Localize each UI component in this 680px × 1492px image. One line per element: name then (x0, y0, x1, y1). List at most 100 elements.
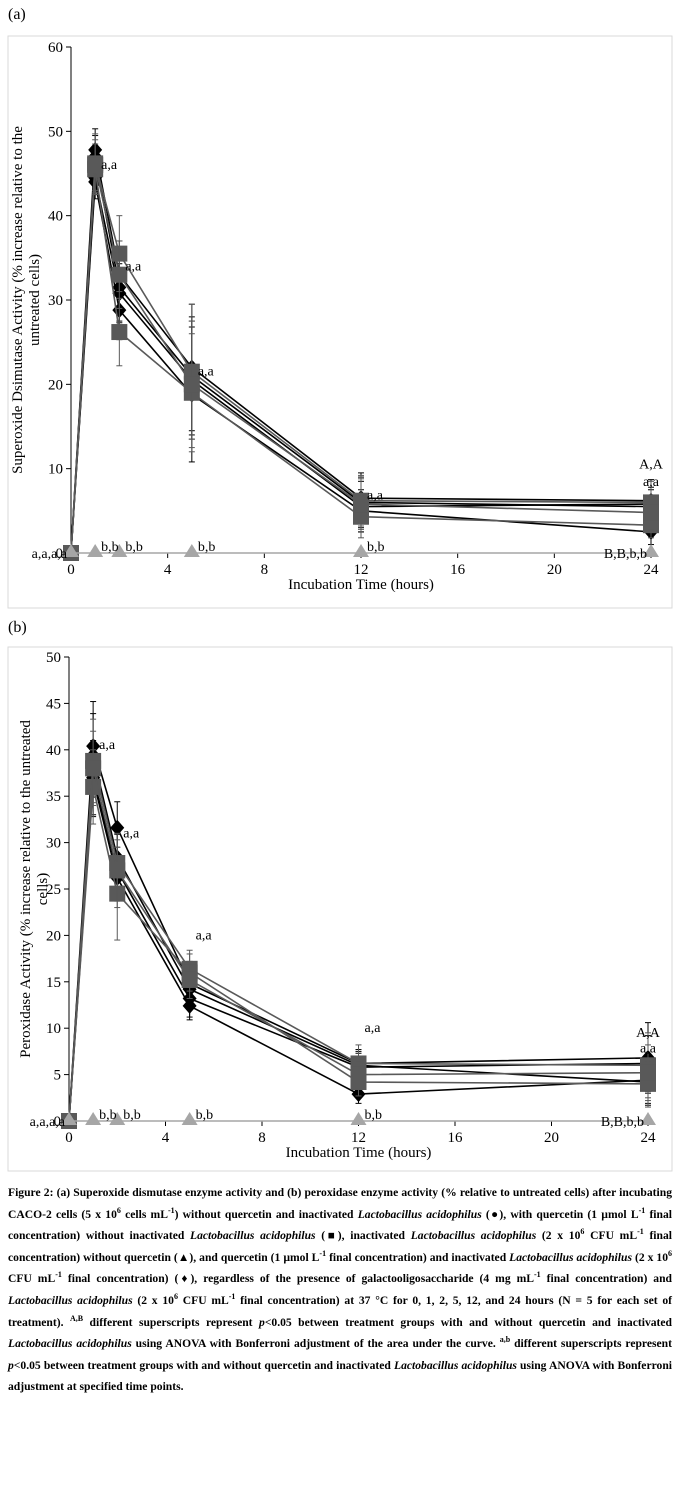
peroxidase-chart: 0 5 10 15 20 25 30 35 40 45 50 0 4 8 12 16 20 24 Incubatio… (7, 646, 673, 1172)
caption-text: cells mL (120, 1207, 168, 1221)
significance-label: b,b (123, 1108, 141, 1123)
triangle-marker (353, 544, 369, 557)
square-marker (640, 1064, 656, 1081)
square-marker (87, 157, 104, 174)
x-axis-label: Incubation Time (hours) (286, 1145, 432, 1161)
triangle-marker (183, 544, 200, 557)
caption-text: final concentration) (♦), regardless of … (61, 1272, 534, 1286)
significance-label: a,a (196, 928, 213, 943)
panel-label-a: (a) (8, 6, 26, 23)
significance-label: b,b (101, 540, 119, 555)
caption-text: final concentration) at 37 °C for 0, 1, … (8, 1293, 673, 1329)
significance-label: a,a (125, 259, 142, 274)
significance-label: A,A (639, 457, 664, 472)
y-tick-label: 35 (46, 789, 61, 805)
y-tick-label: 40 (46, 743, 61, 759)
y-tick-label: 60 (48, 40, 63, 56)
x-tick-label: 20 (544, 1130, 559, 1146)
significance-label: a,a (101, 158, 118, 173)
caption-italic: Lactobacillus acidophilus (393, 1358, 517, 1372)
y-axis-label: untreated cells) (27, 254, 43, 346)
square-marker (109, 862, 126, 879)
triangle-marker (61, 1112, 77, 1125)
square-marker (350, 1066, 367, 1083)
caption-italic: Lactobacillus acidophilus (410, 1229, 537, 1243)
caption-superscript: -1 (637, 1227, 644, 1237)
x-tick-label: 4 (164, 562, 172, 578)
caption-italic: Lactobacillus acidophilus (8, 1293, 133, 1307)
significance-label: b,b (196, 1108, 214, 1123)
y-tick-label: 0 (54, 1114, 62, 1130)
diamond-marker (110, 819, 125, 836)
x-tick-label: 16 (448, 1130, 464, 1146)
chart-panel-b: (b) 0 5 10 15 20 25 30 35 40 45 50 0 4 8 12 16 20 24 Incub… (0, 615, 680, 1175)
significance-label: a,a (365, 1021, 382, 1036)
triangle-marker (87, 544, 104, 557)
caption-text: CFU mL (8, 1272, 56, 1286)
series-triangle-7 (63, 544, 659, 557)
y-axis-label: Superoxide Dsimutase Activity (% increas… (10, 126, 26, 474)
x-tick-label: 20 (547, 562, 562, 578)
caption-superscript: 6 (116, 1205, 121, 1215)
chart-border (7, 35, 673, 609)
significance-label: a,a (198, 365, 215, 380)
diamond-marker (182, 997, 197, 1014)
caption-superscript: -1 (319, 1248, 327, 1258)
y-axis-label: cells) (35, 873, 51, 905)
y-axis-label: Peroxidase Activity (% increase relative… (18, 720, 34, 1058)
caption-superscript: a,b (499, 1335, 511, 1345)
caption-text: Figure 2: (a) Superoxide dismutase enzym… (8, 1186, 672, 1221)
x-tick-label: 24 (641, 1130, 657, 1146)
y-tick-label: 0 (56, 546, 64, 562)
y-tick-label: 40 (48, 209, 63, 225)
caption-superscript: 6 (580, 1227, 585, 1237)
caption-text: (●), with quercetin (1 µmol L (481, 1207, 639, 1221)
significance-label: a,a (643, 475, 660, 490)
series-line (68, 786, 649, 1122)
caption-text: <0.05 between treatment groups with and … (264, 1315, 672, 1329)
significance-label: B,B,b,b (601, 1115, 644, 1130)
square-marker (111, 266, 128, 283)
caption-text: (2 x 10 (631, 1250, 668, 1264)
significance-label: a,a (640, 1042, 657, 1057)
chart-panel-a: (a) 0 10 20 30 40 50 60 0 4 8 12 16 20 24 Incubation T… (0, 0, 680, 612)
caption-superscript: -1 (167, 1205, 175, 1215)
triangle-marker (109, 1112, 126, 1125)
caption-text: (2 x 10 (132, 1293, 174, 1307)
x-tick-label: 12 (351, 1130, 366, 1146)
y-tick-label: 45 (46, 696, 61, 712)
significance-label: b,b (198, 540, 216, 555)
caption-text: final concentration) without inactivated (8, 1207, 672, 1243)
caption-italic: Lactobacillus acidophilus (8, 1337, 132, 1351)
significance-label: b,b (125, 540, 143, 555)
caption-superscript: -1 (638, 1205, 646, 1215)
caption-text: <0.05 between treatment groups with and … (13, 1358, 394, 1372)
triangle-marker (643, 544, 659, 557)
x-tick-label: 12 (354, 562, 369, 578)
square-marker (85, 760, 102, 777)
caption-superscript: 6 (173, 1292, 178, 1302)
y-tick-label: 10 (48, 462, 63, 478)
caption-text: CFU mL (177, 1293, 229, 1307)
x-tick-label: 0 (67, 562, 75, 578)
y-tick-label: 20 (48, 377, 63, 393)
y-tick-label: 25 (46, 882, 61, 898)
significance-label: a,a (99, 738, 116, 753)
triangle-marker (63, 544, 79, 557)
caption-text: different superscripts represent (83, 1315, 260, 1329)
caption-superscript: -1 (55, 1270, 62, 1280)
significance-label: a,a (123, 826, 140, 841)
square-marker (643, 504, 659, 521)
significance-label: a,a,a,a (32, 547, 68, 562)
caption-text: final concentration) and inactivated (326, 1250, 510, 1264)
caption-text: CFU mL (584, 1229, 638, 1243)
square-marker (181, 971, 198, 988)
caption-italic: Lactobacillus acidophilus (509, 1250, 632, 1264)
y-tick-label: 30 (46, 836, 61, 852)
square-marker (183, 376, 200, 393)
caption-text: final concentration) and (540, 1272, 672, 1286)
triangle-marker (111, 544, 128, 557)
caption-italic: Lactobacillus acidophilus (190, 1229, 316, 1243)
caption-superscript: 6 (668, 1248, 672, 1258)
caption-text: (2 x 10 (536, 1229, 581, 1243)
